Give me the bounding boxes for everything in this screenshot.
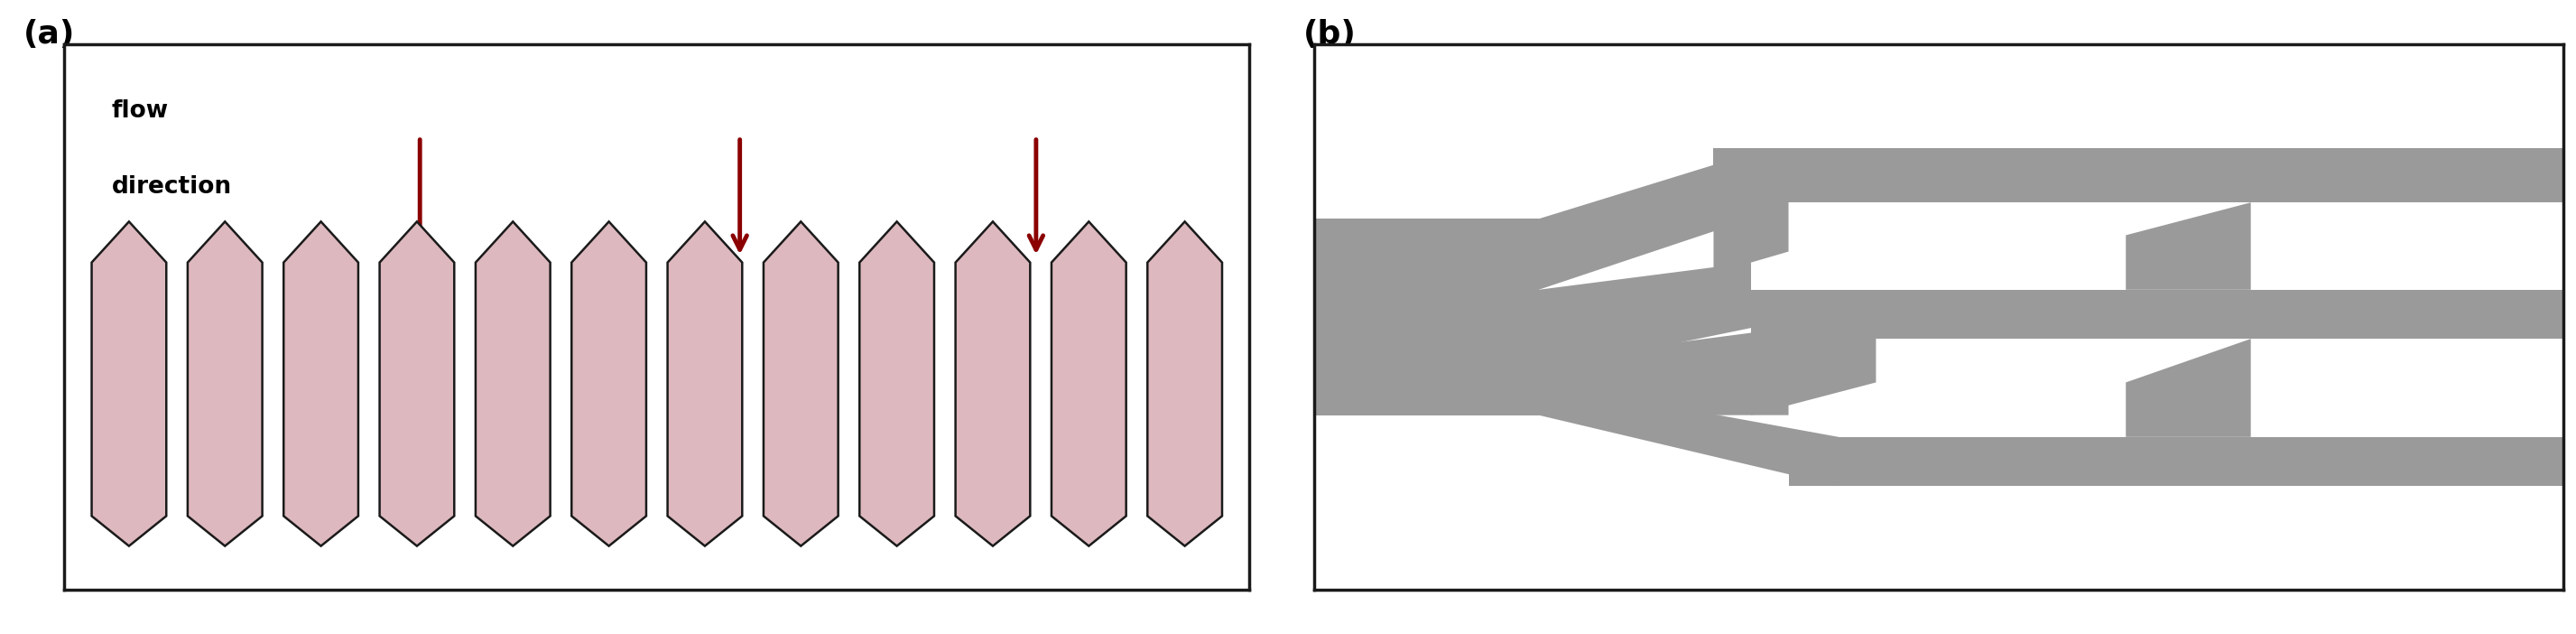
Polygon shape — [1314, 219, 1538, 415]
Polygon shape — [956, 222, 1030, 546]
Text: (b): (b) — [1303, 19, 1358, 49]
Polygon shape — [379, 222, 453, 546]
Polygon shape — [93, 222, 167, 546]
Polygon shape — [572, 222, 647, 546]
Polygon shape — [667, 222, 742, 546]
Polygon shape — [762, 222, 837, 546]
Polygon shape — [2125, 339, 2251, 437]
Text: (a): (a) — [23, 19, 75, 49]
Polygon shape — [1788, 437, 2563, 486]
Polygon shape — [1146, 222, 1221, 546]
Polygon shape — [1538, 328, 1788, 415]
Polygon shape — [477, 222, 551, 546]
Text: flow: flow — [111, 99, 170, 122]
Polygon shape — [1538, 382, 1839, 486]
Polygon shape — [1538, 262, 1752, 372]
Polygon shape — [1752, 328, 1875, 415]
Text: direction: direction — [111, 175, 232, 198]
Polygon shape — [1051, 222, 1126, 546]
Polygon shape — [1713, 148, 2563, 202]
Polygon shape — [1713, 191, 1788, 273]
Polygon shape — [860, 222, 935, 546]
Polygon shape — [283, 222, 358, 546]
Polygon shape — [188, 222, 263, 546]
Polygon shape — [1752, 290, 2563, 339]
Polygon shape — [1538, 153, 1752, 290]
Polygon shape — [2125, 202, 2251, 290]
